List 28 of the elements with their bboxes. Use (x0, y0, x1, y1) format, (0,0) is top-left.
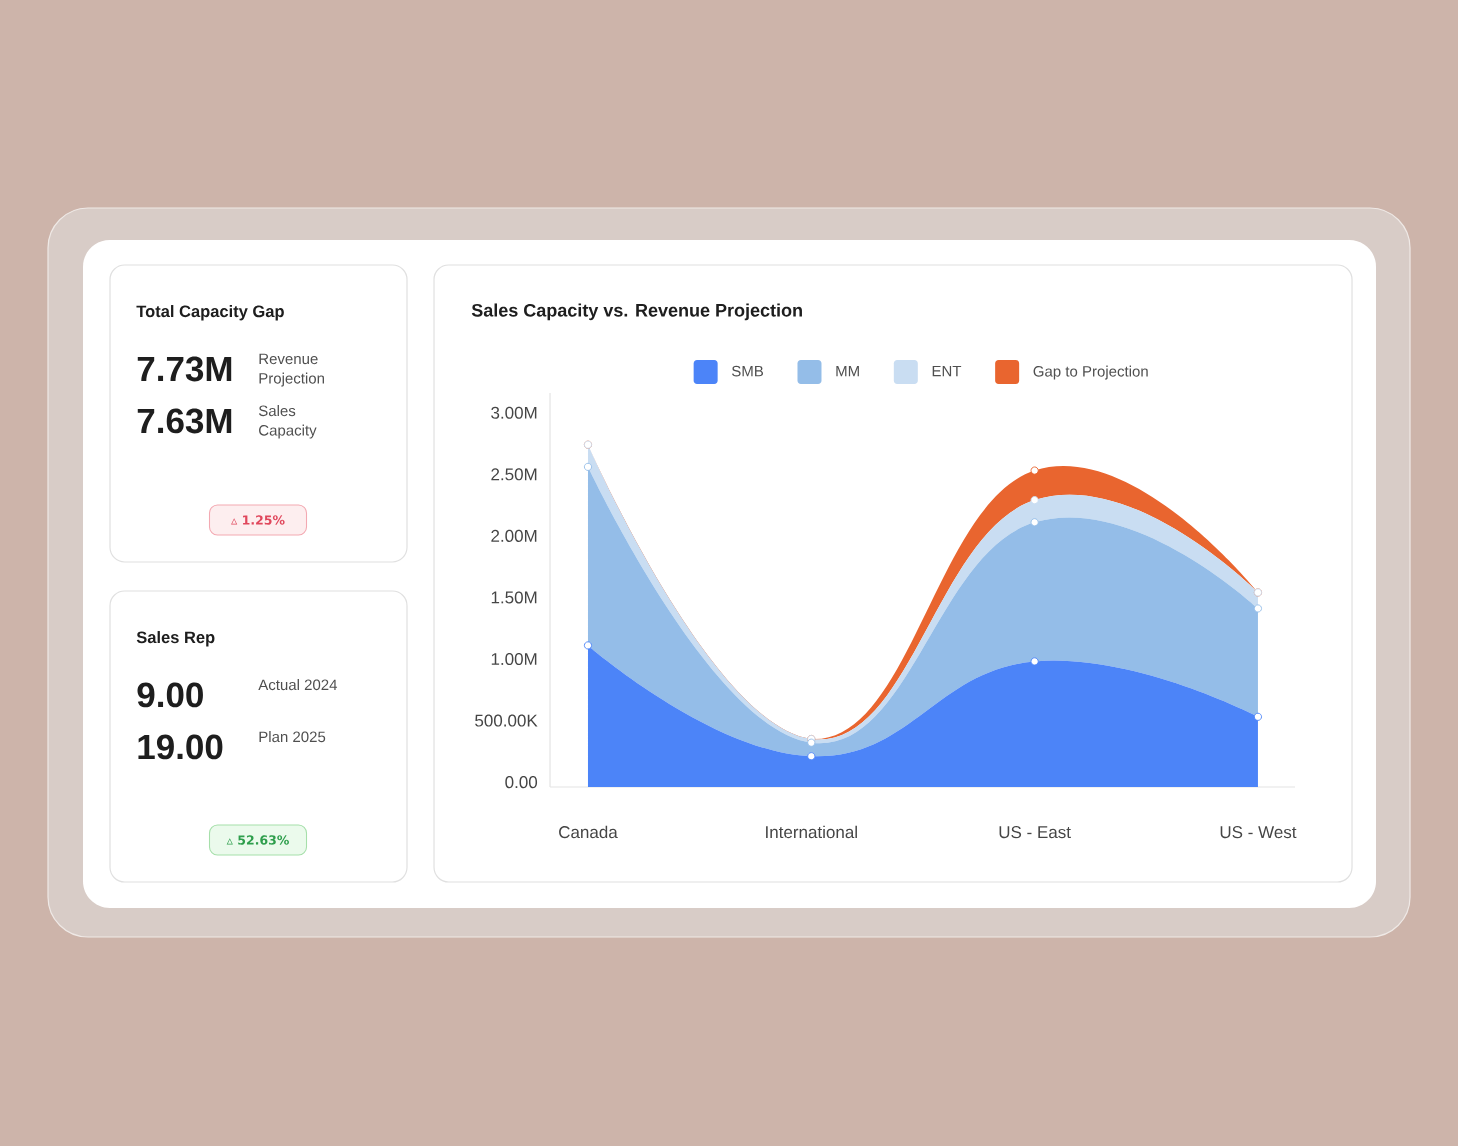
text: Actual 2024 (258, 679, 338, 691)
legend-label: ENT (932, 365, 962, 377)
text: Sales Capacity (258, 405, 317, 439)
text: ▵ 52.63% (226, 835, 289, 845)
text: 19.00 (138, 734, 223, 760)
x-tick-label: Canada (559, 825, 618, 839)
y-tick-label: 0.00 (505, 776, 538, 789)
y-tick-label: 2.00M (491, 529, 537, 542)
y-tick-label: 2.50M (491, 468, 537, 481)
x-tick-label: US - West (1220, 826, 1297, 839)
text: 7.73M (137, 356, 232, 382)
y-tick-label: 3.00M (491, 406, 537, 419)
legend-label: Gap to Projection (1033, 365, 1148, 380)
y-tick-label: 500.00K (475, 714, 538, 727)
text: Revenue Projection (259, 353, 324, 387)
legend-label: SMB (732, 365, 764, 377)
text: 7.63M (137, 408, 232, 434)
text: Total Capacity Gap (136, 305, 284, 321)
y-tick-label: 1.50M (491, 591, 537, 604)
x-tick-label: US - East (999, 826, 1071, 839)
chart-title: Sales Capacity vs. Revenue Projection (471, 303, 802, 321)
y-tick-label: 1.00M (491, 652, 537, 666)
legend-label: MM (836, 365, 859, 377)
x-tick-label: International (766, 825, 857, 839)
text: Plan 2025 (259, 731, 326, 743)
text: Sales Rep (136, 631, 215, 647)
text: ▵ 1.25% (231, 515, 285, 525)
text: 9.00 (137, 682, 203, 708)
